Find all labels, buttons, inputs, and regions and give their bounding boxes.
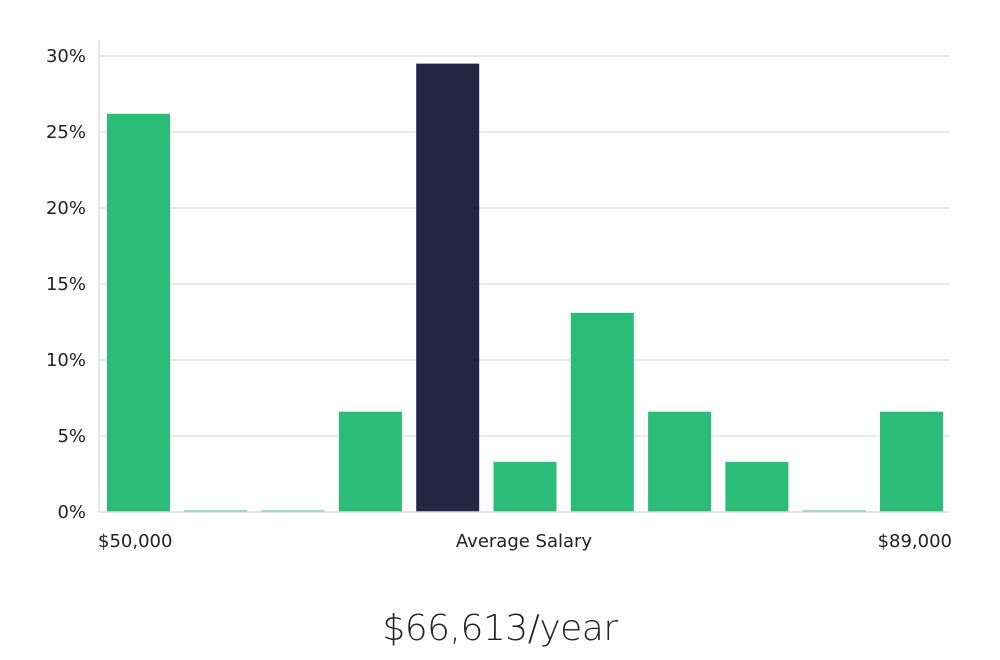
y-axis-ticks: 0% 5% 10% 15% 20% 25% 30% <box>46 46 86 523</box>
y-tick-label: 10% <box>46 350 86 371</box>
salary-histogram: 0% 5% 10% 15% 20% 25% 30% $50,000 Average Sala… <box>46 40 952 552</box>
y-tick-label: 5% <box>57 426 86 447</box>
x-max-label: $89,000 <box>878 531 952 552</box>
y-tick-label: 0% <box>57 502 86 523</box>
bar-highlighted <box>416 63 480 512</box>
bar <box>880 411 943 512</box>
y-tick-label: 15% <box>46 274 86 295</box>
bars <box>107 63 943 512</box>
y-tick-label: 25% <box>46 122 86 143</box>
bar <box>338 411 402 512</box>
average-salary-value: $66,613/year <box>382 608 618 649</box>
bar <box>493 461 557 512</box>
bar <box>107 113 170 512</box>
bar <box>648 411 712 512</box>
y-tick-label: 20% <box>46 198 86 219</box>
gridlines <box>99 55 949 437</box>
bar <box>725 461 789 512</box>
y-tick-label: 30% <box>46 46 86 67</box>
bar <box>570 312 634 512</box>
x-axis-label: Average Salary <box>456 531 593 552</box>
x-min-label: $50,000 <box>98 531 172 552</box>
